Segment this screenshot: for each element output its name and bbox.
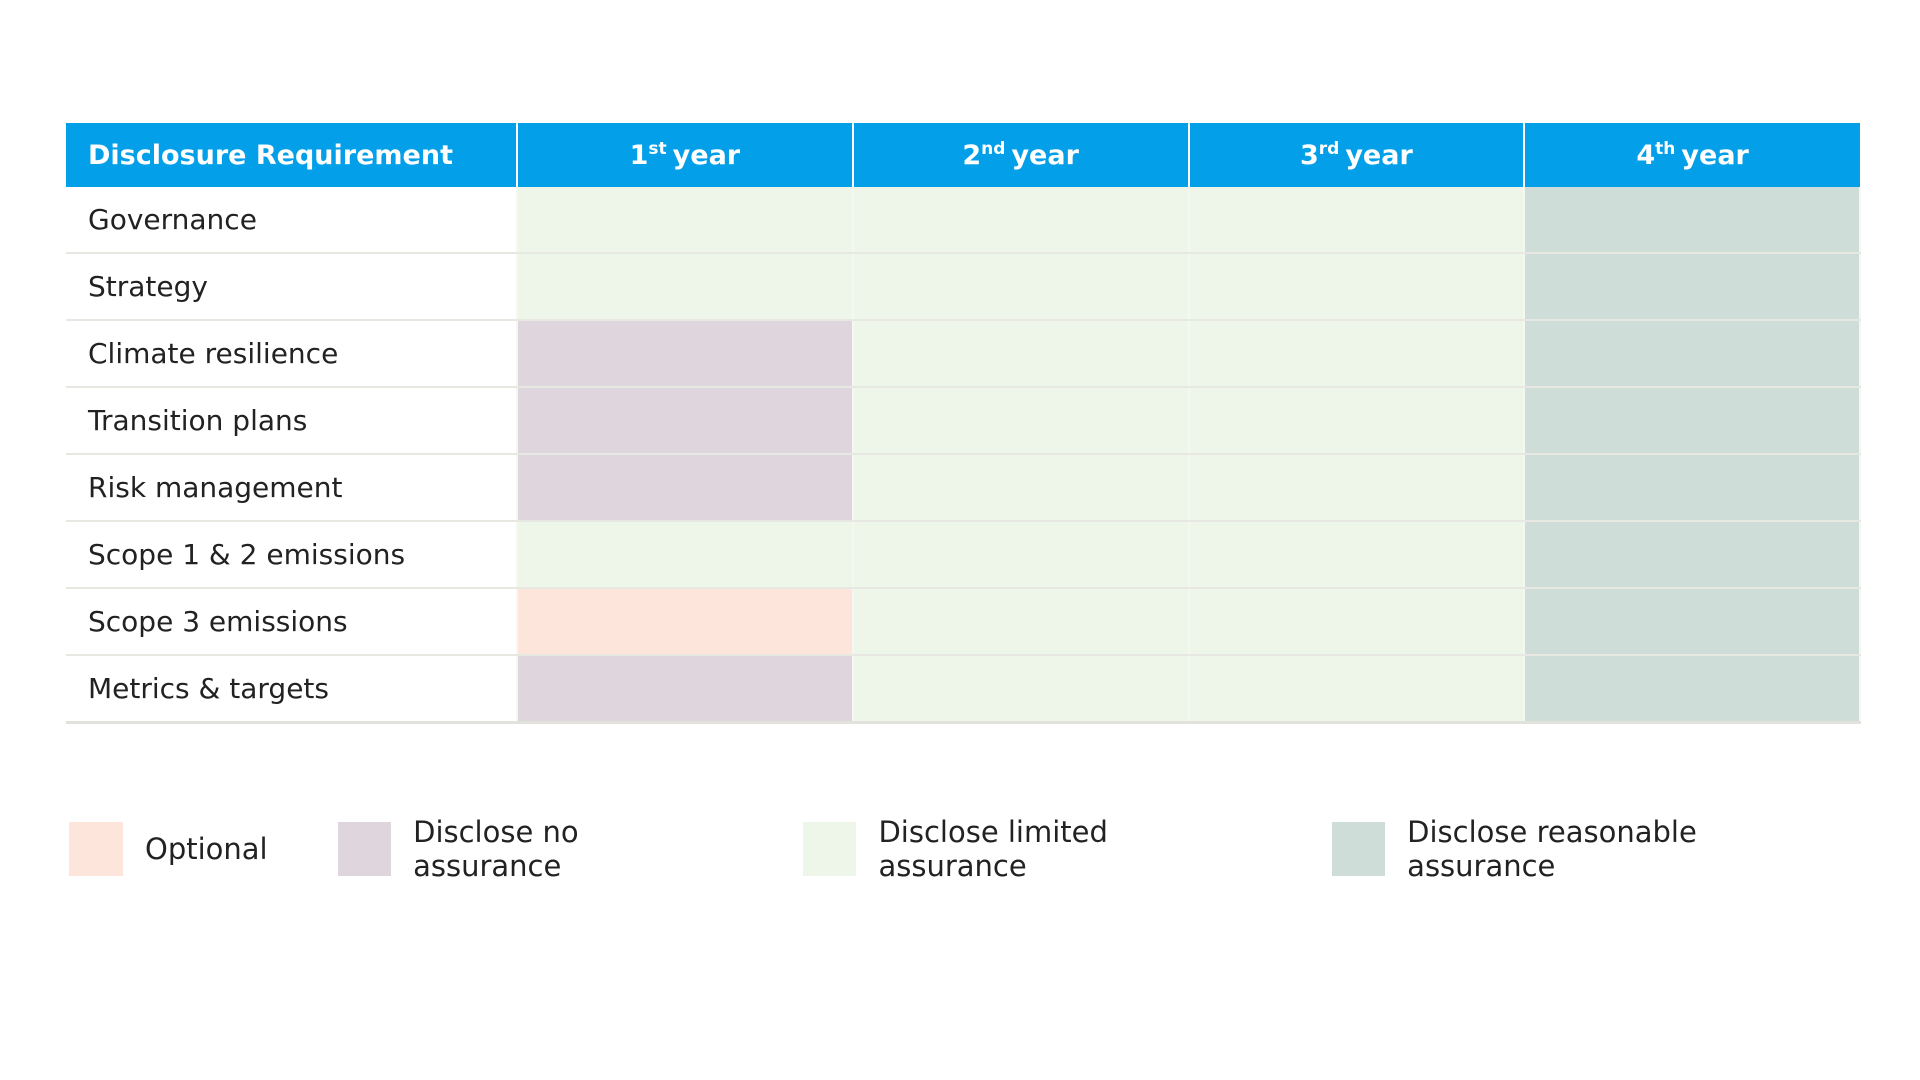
year-word: year xyxy=(1345,140,1413,171)
year-word: year xyxy=(672,140,741,171)
legend-label: Optional xyxy=(145,832,268,866)
status-cell xyxy=(1524,454,1861,522)
status-cell xyxy=(1524,187,1861,254)
status-cell xyxy=(852,387,1190,455)
legend-label: Disclose no assurance xyxy=(413,815,579,883)
year-number: 1 xyxy=(629,140,649,171)
table-row: Scope 1 & 2 emissions xyxy=(66,521,1861,589)
ordinal-suffix: th xyxy=(1655,139,1676,159)
row-label: Transition plans xyxy=(66,387,518,455)
status-cell xyxy=(1188,320,1526,388)
year-number: 4 xyxy=(1636,140,1656,171)
status-cell xyxy=(1524,387,1861,455)
status-cell xyxy=(852,187,1190,254)
status-cell xyxy=(1524,655,1861,724)
status-cell xyxy=(852,253,1190,321)
year-number: 2 xyxy=(962,140,982,171)
status-cell xyxy=(517,655,854,724)
status-cell xyxy=(852,320,1190,388)
row-label: Scope 1 & 2 emissions xyxy=(66,521,518,589)
legend-swatch xyxy=(337,822,392,876)
row-label: Scope 3 emissions xyxy=(66,588,518,656)
year-number: 3 xyxy=(1299,140,1319,171)
status-cell xyxy=(517,387,854,455)
table-row: Scope 3 emissions xyxy=(66,588,1861,656)
status-cell xyxy=(517,187,854,254)
status-cell xyxy=(1188,387,1526,455)
status-cell xyxy=(1188,253,1526,321)
status-cell xyxy=(1188,655,1526,724)
ordinal-suffix: rd xyxy=(1318,139,1340,159)
legend: Optional Disclose no assurance Disclose li… xyxy=(69,815,1920,883)
status-cell xyxy=(1524,521,1861,589)
header-row: Disclosure Requirement 1st year 2nd year 3rd y… xyxy=(66,123,1860,187)
year-word: year xyxy=(1681,140,1749,171)
legend-item: Disclose no assurance xyxy=(337,815,733,883)
table-row: Climate resilience xyxy=(66,320,1861,388)
table-row: Strategy xyxy=(66,253,1861,321)
table-row: Transition plans xyxy=(66,387,1861,455)
status-cell xyxy=(852,655,1190,724)
header-cell: 3rd year xyxy=(1188,123,1526,187)
row-label: Risk management xyxy=(66,454,518,522)
ordinal-suffix: nd xyxy=(981,139,1006,159)
status-cell xyxy=(852,588,1190,656)
status-cell xyxy=(1188,588,1526,656)
status-cell xyxy=(517,521,854,589)
table-body: Governance Strategy Climate resilience Tran… xyxy=(66,187,1861,724)
legend-label: Disclose limited assurance xyxy=(878,815,1108,883)
table-row: Governance xyxy=(66,187,1861,254)
status-cell xyxy=(1524,320,1861,388)
legend-label: Disclose reasonable assurance xyxy=(1407,815,1697,883)
status-cell xyxy=(1524,253,1861,321)
status-cell xyxy=(1188,454,1526,522)
legend-swatch xyxy=(1331,822,1386,876)
status-cell xyxy=(517,588,854,656)
status-cell xyxy=(852,454,1190,522)
header-cell: 1st year xyxy=(517,123,854,187)
header-cell: 2nd year xyxy=(852,123,1190,187)
status-cell xyxy=(517,320,854,388)
status-cell xyxy=(852,521,1190,589)
legend-swatch xyxy=(69,822,123,876)
row-label: Climate resilience xyxy=(66,320,518,388)
status-cell xyxy=(1524,588,1861,656)
table-row: Risk management xyxy=(66,454,1861,522)
legend-item: Disclose reasonable assurance xyxy=(1331,815,1850,883)
row-label: Governance xyxy=(66,187,518,254)
status-cell xyxy=(517,454,854,522)
status-cell xyxy=(1188,187,1526,254)
requirements-table: Disclosure Requirement 1st year 2nd year 3rd y… xyxy=(66,123,1861,724)
header-cell: 4th year xyxy=(1524,123,1860,187)
ordinal-suffix: st xyxy=(648,139,667,159)
legend-swatch xyxy=(802,822,857,876)
row-label: Strategy xyxy=(66,253,518,321)
table-row: Metrics & targets xyxy=(66,655,1861,724)
year-word: year xyxy=(1011,140,1079,171)
header-cell: Disclosure Requirement xyxy=(66,123,518,187)
status-cell xyxy=(517,253,854,321)
row-label: Metrics & targets xyxy=(66,655,518,724)
status-cell xyxy=(1188,521,1526,589)
legend-item: Optional xyxy=(69,822,268,876)
legend-item: Disclose limited assurance xyxy=(802,815,1262,883)
